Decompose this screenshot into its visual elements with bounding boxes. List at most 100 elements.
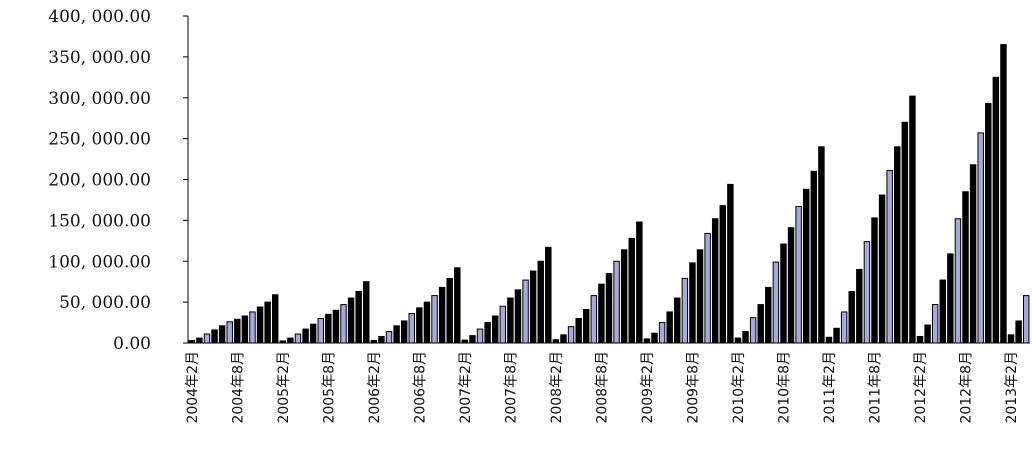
bar [385,331,393,344]
bar [272,294,279,344]
bar [613,260,620,344]
y-tick-label: 50, 000.00 [59,293,151,313]
bar [689,262,696,344]
bar [332,309,340,344]
bar [347,297,355,344]
bar [287,337,294,344]
bar [560,334,567,344]
x-tick-label: 2006年2月 [367,351,383,424]
bar [734,337,742,344]
bar [863,241,871,344]
bar [787,227,795,344]
bar [423,301,431,344]
bar [203,333,211,344]
x-tick-label: 2006年8月 [412,351,428,424]
bar [696,249,704,344]
y-axis-ticks: 0.00 50, 000.00 100, 000.00 150, 000.00 200,… [48,7,188,354]
bar [302,328,309,344]
y-tick-label: 300, 000.00 [48,89,151,109]
x-tick-label: 2012年8月 [959,351,975,424]
bar [894,146,901,344]
bar [871,217,878,344]
x-tick-label: 2007年8月 [503,351,519,424]
bar [575,317,582,344]
bar [931,304,939,344]
bar [962,191,969,344]
x-tick-label: 2005年2月 [276,351,292,424]
bar [765,286,772,344]
bar [583,308,590,344]
x-tick-label: 2011年2月 [822,351,838,424]
bar [241,315,249,344]
x-tick-label: 2004年8月 [230,351,246,424]
bar [1000,44,1007,344]
y-tick-label: 100, 000.00 [48,252,151,272]
x-tick-label: 2008年2月 [549,351,565,424]
bar [249,311,256,344]
bar [886,170,893,344]
bar [620,249,628,344]
x-tick-label: 2004年2月 [185,351,201,424]
bar [643,338,651,344]
bar [363,281,370,344]
bar [658,322,666,344]
bar [840,311,848,344]
bar [1015,320,1022,344]
bar [309,323,317,344]
bar [628,237,635,344]
bar [590,295,598,344]
bar [416,307,423,344]
bar [954,218,962,344]
x-tick-label: 2011年8月 [868,351,884,424]
bar [226,321,233,344]
y-tick-label: 150, 000.00 [48,211,151,231]
bar [681,277,689,344]
bar [825,336,833,344]
bar [969,164,977,344]
x-tick-label: 2010年2月 [731,351,747,424]
bar [378,335,385,344]
bar [848,291,855,344]
bar [408,313,416,344]
bar [218,325,226,344]
bar [491,315,499,344]
bar [340,304,347,344]
x-tick-label: 2010年8月 [776,351,792,424]
bar [484,322,491,344]
bar [742,331,749,344]
bar [704,232,711,344]
bar [454,267,461,344]
x-axis-ticks: 2004年2月 2004年8月 2005年2月 2005年8月 2006年2月 2006年… [185,351,1020,424]
bar [977,132,984,344]
bar [256,306,264,344]
bar [211,329,218,344]
bar [711,218,719,344]
bar [196,337,203,344]
bar [856,268,863,344]
bar [901,121,909,344]
y-tick-label: 0.00 [113,334,151,354]
bar [234,318,241,344]
bar [878,194,886,344]
bar [431,295,438,344]
bar [529,270,537,344]
bar [909,95,916,344]
bar [522,279,529,344]
bar [924,324,931,344]
bar [985,102,992,344]
bars [188,44,1030,344]
bar [636,221,643,344]
bar [757,304,764,344]
bar [446,277,453,344]
bar [499,305,507,344]
bar [507,297,514,344]
bar [795,205,802,344]
bar [802,188,810,344]
y-tick-label: 400, 000.00 [48,7,151,27]
y-tick-label: 250, 000.00 [48,130,151,150]
x-tick-label: 2008年8月 [594,351,610,424]
bar [325,313,332,344]
x-tick-label: 2007年2月 [458,351,474,424]
